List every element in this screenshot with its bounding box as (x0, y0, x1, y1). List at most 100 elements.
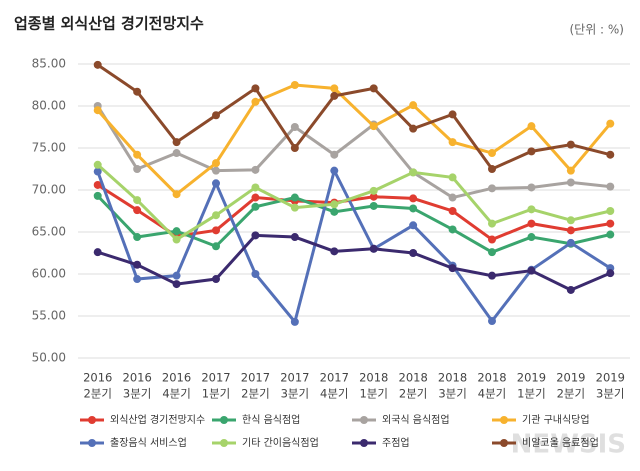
data-point (606, 150, 615, 159)
y-tick-label: 65.00 (32, 225, 66, 239)
series-line (96, 63, 611, 171)
data-point (448, 193, 457, 202)
x-tick-label: 4분기 (162, 387, 190, 401)
x-tick-label: 2016 (83, 371, 112, 385)
series-line (96, 83, 612, 197)
data-point (290, 233, 299, 242)
data-point (133, 165, 142, 173)
data-point (212, 242, 220, 251)
x-tick-label: 2017 (320, 371, 349, 385)
data-point (330, 91, 339, 100)
legend-item: 기타 간이음식점업 (212, 436, 319, 449)
data-point (448, 207, 457, 215)
x-tick-label: 1분기 (202, 387, 230, 401)
x-tick-label: 1분기 (517, 387, 545, 401)
series-line (96, 105, 611, 200)
data-point (172, 235, 181, 244)
data-point (448, 173, 457, 182)
x-tick-label: 2016 (162, 371, 191, 385)
x-tick-label: 2018 (438, 371, 467, 385)
data-point (527, 233, 536, 242)
data-point (606, 219, 615, 228)
data-point (212, 179, 220, 188)
data-point (330, 200, 339, 209)
x-tick-label: 3분기 (123, 387, 151, 401)
data-point (133, 260, 142, 269)
data-point (606, 182, 615, 191)
data-point (566, 166, 575, 175)
data-point (566, 216, 575, 225)
data-point (488, 219, 496, 228)
legend-label: 비알코올 음료점업 (522, 436, 599, 449)
legend-item: 주점업 (352, 436, 410, 449)
data-point (212, 211, 220, 220)
legend-label: 외식산업 경기전망지수 (110, 413, 205, 426)
data-point (251, 97, 260, 106)
data-point (369, 192, 378, 201)
data-point (448, 225, 457, 234)
data-point (172, 280, 181, 289)
y-tick-label: 85.00 (32, 57, 66, 71)
data-point (93, 180, 102, 189)
data-point (172, 149, 181, 158)
legend-marker (500, 416, 508, 424)
data-point (369, 244, 378, 253)
data-point (409, 101, 418, 110)
x-tick-label: 2019 (596, 371, 625, 385)
x-tick-label: 3분기 (438, 387, 466, 401)
legend-item: 외식산업 경기전망지수 (80, 413, 205, 426)
chart-title: 업종별 외식산업 경기전망지수 (14, 15, 204, 33)
x-tick-label: 2분기 (557, 387, 585, 401)
data-point (251, 270, 260, 278)
data-point (290, 317, 299, 326)
data-point (93, 106, 102, 115)
data-point (133, 150, 142, 159)
legend-label: 출장음식 서비스업 (110, 436, 187, 449)
data-point (330, 150, 339, 159)
x-tick-label: 3분기 (596, 387, 624, 401)
data-point (448, 110, 457, 119)
x-tick-label: 2017 (201, 371, 230, 385)
data-point (330, 247, 339, 256)
data-point (212, 159, 220, 168)
data-point (251, 193, 260, 202)
data-point (133, 206, 142, 215)
data-point (251, 84, 260, 93)
x-tick-label: 2017 (241, 371, 270, 385)
data-point (133, 275, 142, 284)
y-tick-label: 55.00 (32, 309, 66, 323)
data-point (251, 202, 260, 211)
data-point (290, 193, 299, 202)
data-point (369, 186, 378, 195)
data-point (488, 248, 496, 257)
legend-label: 기관 구내식당업 (522, 413, 590, 426)
x-tick-label: 2017 (280, 371, 309, 385)
data-point (93, 60, 102, 69)
data-point (172, 138, 181, 147)
data-point (488, 184, 496, 193)
data-point (448, 264, 457, 273)
series-line (97, 233, 611, 292)
data-point (409, 249, 418, 257)
legend-marker (220, 416, 228, 424)
x-tick-label: 2019 (517, 371, 546, 385)
data-point (172, 190, 181, 199)
y-tick-label: 70.00 (32, 183, 66, 197)
data-point (606, 269, 615, 278)
data-point (409, 204, 418, 213)
legend-marker (500, 439, 508, 447)
legend-item: 비알코올 음료점업 (492, 436, 599, 449)
data-point (409, 194, 418, 203)
legend-label: 주점업 (382, 436, 410, 449)
data-point (566, 226, 575, 235)
legend-item: 출장음식 서비스업 (80, 436, 187, 449)
legend-marker (360, 439, 368, 447)
x-tick-label: 4분기 (320, 387, 348, 401)
data-point (133, 233, 142, 242)
data-point (606, 119, 615, 128)
data-point (566, 178, 575, 187)
x-tick-label: 4분기 (478, 387, 506, 401)
data-point (488, 149, 496, 158)
watermark: NEWSIS (511, 430, 626, 460)
